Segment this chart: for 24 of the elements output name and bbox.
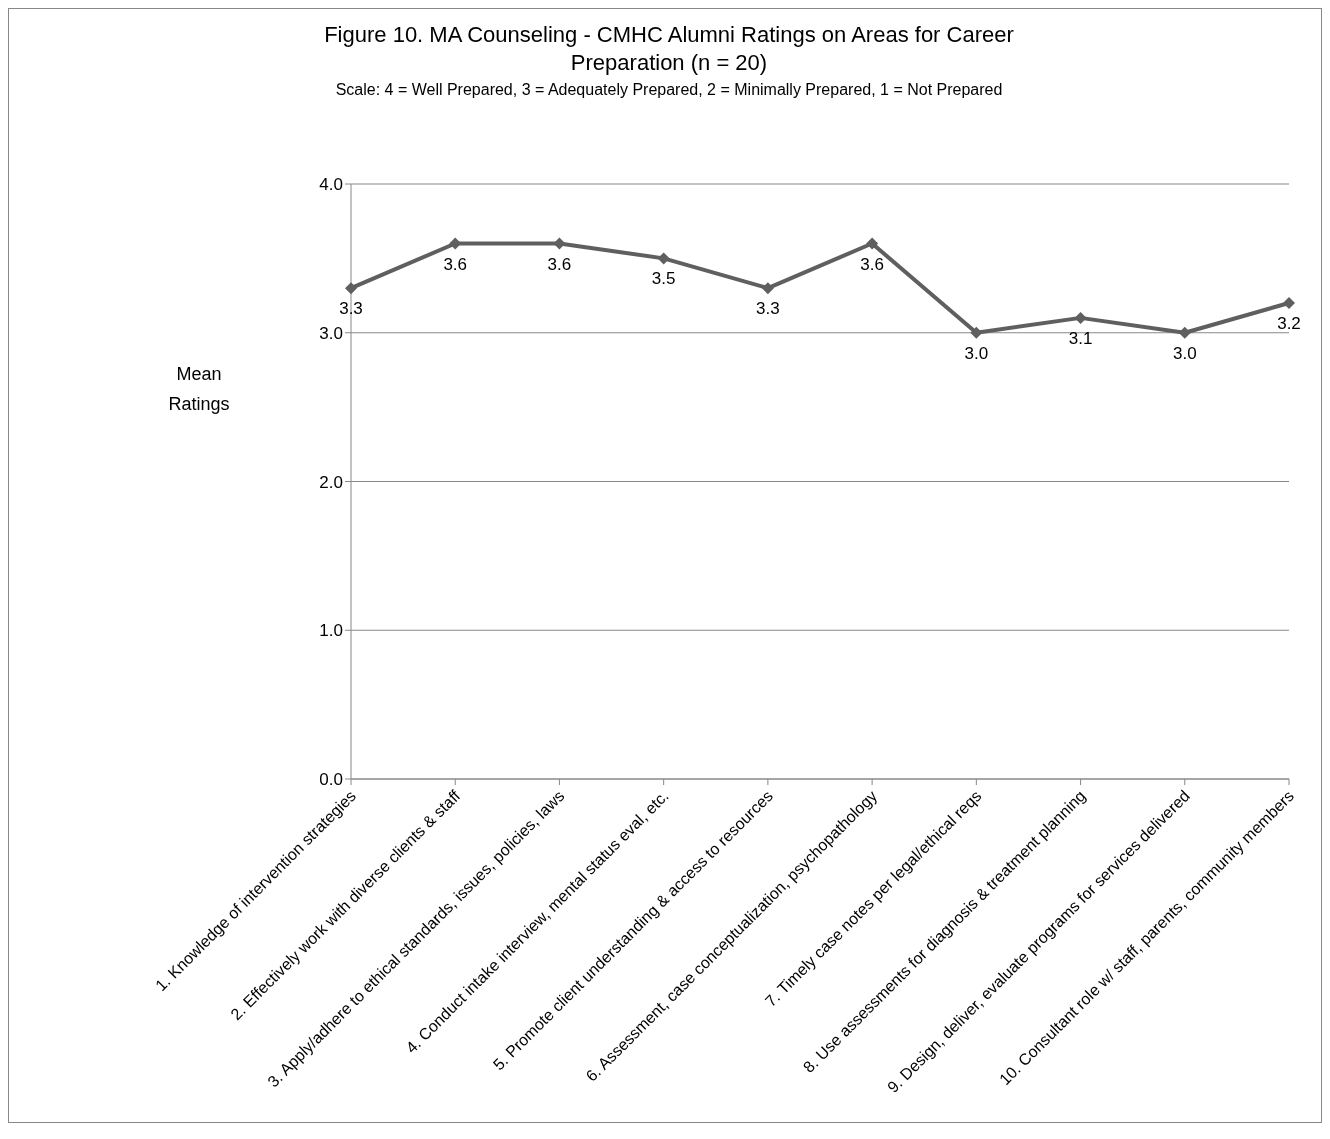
data-label: 3.6: [443, 254, 468, 274]
data-label: 3.2: [1277, 314, 1301, 334]
y-tick-label: 1.0: [319, 621, 343, 641]
data-label: 3.0: [964, 343, 989, 363]
point: [1283, 297, 1295, 309]
y-tick-label: 4.0: [319, 175, 343, 195]
y-tick-label: 0.0: [319, 770, 343, 790]
data-label: 3.5: [651, 269, 676, 289]
y-tick-label: 2.0: [319, 472, 343, 492]
y-tick-label: 3.0: [319, 323, 343, 343]
point: [866, 237, 879, 250]
data-label: 3.3: [339, 299, 363, 319]
data-label: 3.6: [547, 254, 572, 274]
chart-subtitle: Scale: 4 = Well Prepared, 3 = Adequately Prepared, 2 = Minimally Prepared, 1 = Not Prepared: [334, 80, 1004, 100]
point: [345, 282, 357, 295]
data-label: 3.0: [1172, 343, 1197, 363]
point: [761, 282, 774, 295]
data-label: 3.3: [756, 299, 780, 319]
y-axis-title: Mean Ratings: [167, 363, 231, 416]
point: [657, 252, 670, 265]
data-label: 3.1: [1068, 328, 1093, 348]
chart-title: Figure 10. MA Counseling - CMHC Alumni Ratings on Areas for Career Preparation (n = 20): [323, 21, 1015, 77]
data-label: 3.6: [860, 254, 884, 274]
point: [1074, 311, 1087, 324]
